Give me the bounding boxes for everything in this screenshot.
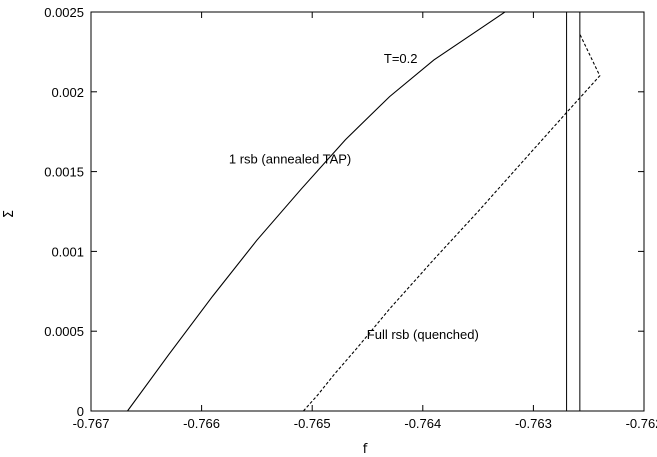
- x-tick-label-4: -0.763: [515, 416, 552, 431]
- x-tick-label-0: -0.767: [73, 416, 110, 431]
- y-tick-label-5: 0.0025: [44, 5, 84, 20]
- y-axis-label: Σ: [2, 210, 17, 218]
- x-tick-labels: -0.767 -0.766 -0.765 -0.764 -0.763 -0.762: [73, 416, 657, 431]
- x-tick-label-5: -0.762: [626, 416, 657, 431]
- y-tick-label-0: 0: [77, 404, 84, 419]
- y-tick-label-2: 0.001: [51, 244, 84, 259]
- quenched-curve-1: [302, 34, 601, 411]
- x-tick-label-2: -0.765: [294, 416, 331, 431]
- x-axis-label: f: [363, 442, 368, 457]
- x-tick-label-1: -0.766: [183, 416, 220, 431]
- vertical-lines: [566, 12, 581, 411]
- annealed-curve-0: [127, 12, 506, 411]
- annotation-1: 1 rsb (annealed TAP): [229, 152, 351, 167]
- annotation-0: T=0.2: [384, 51, 418, 66]
- y-tick-label-3: 0.0015: [44, 165, 84, 180]
- plot-frame: [90, 11, 645, 412]
- axis-ticks: [90, 11, 645, 412]
- annotation-2: Full rsb (quenched): [367, 327, 479, 342]
- x-tick-label-3: -0.764: [404, 416, 441, 431]
- y-tick-label-1: 0.0005: [44, 324, 84, 339]
- series-lines: [127, 12, 601, 411]
- y-tick-labels: 0 0.0005 0.001 0.0015 0.002 0.0025: [44, 5, 84, 419]
- annotations: T=0.2 1 rsb (annealed TAP) Full rsb (quenc…: [229, 51, 479, 342]
- y-tick-label-4: 0.002: [51, 85, 84, 100]
